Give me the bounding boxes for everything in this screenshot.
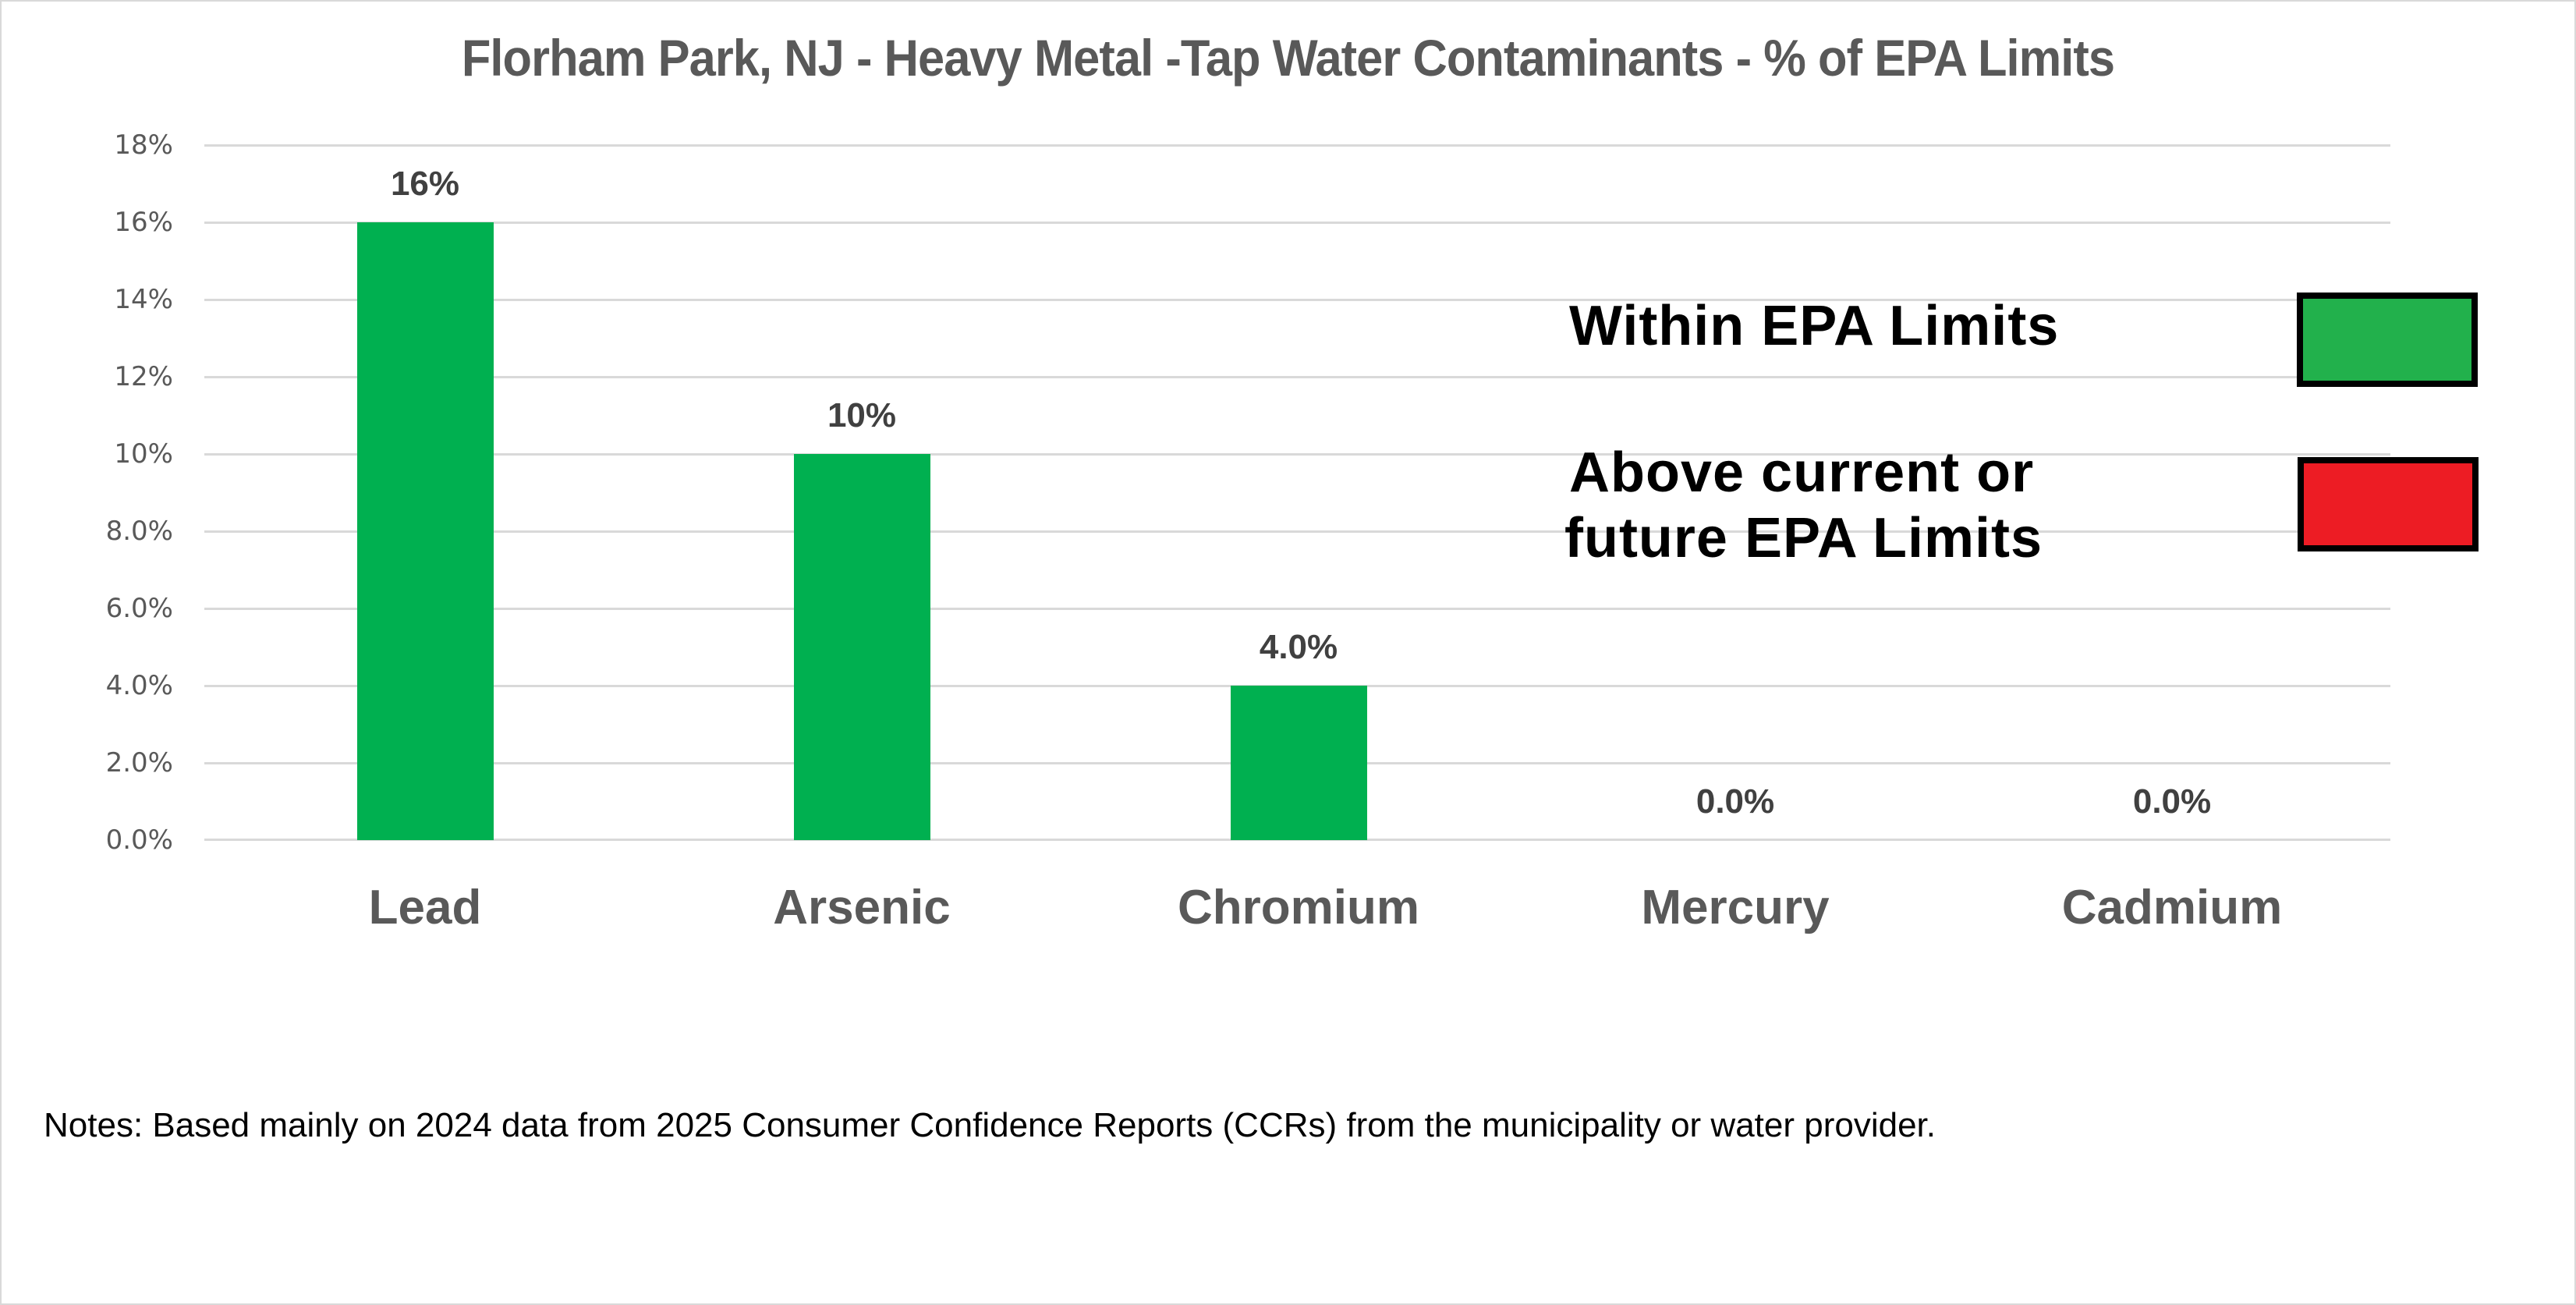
gridline (204, 608, 2390, 610)
x-label-mercury: Mercury (1641, 881, 1830, 934)
plot-area (204, 144, 2390, 841)
y-tick-label: 4.0% (105, 670, 173, 701)
data-label-lead: 16% (390, 165, 460, 203)
y-tick-label: 0.0% (105, 824, 173, 856)
x-label-cadmium: Cadmium (2061, 881, 2283, 934)
legend-label-above-line2: future EPA Limits (1564, 507, 2043, 569)
y-tick-label: 10% (114, 438, 173, 470)
data-label-cadmium: 0.0% (2132, 782, 2212, 821)
legend-label-above-line1: Above current or (1569, 442, 2035, 504)
y-tick-label: 8.0% (105, 516, 173, 547)
y-tick-label: 2.0% (105, 747, 173, 778)
gridline (204, 453, 2390, 456)
y-tick-label: 18% (114, 129, 173, 161)
legend-label-within: Within EPA Limits (1569, 295, 2060, 357)
gridline (204, 376, 2390, 378)
data-label-mercury: 0.0% (1695, 782, 1775, 821)
gridline (204, 222, 2390, 224)
x-label-arsenic: Arsenic (773, 881, 951, 934)
data-label-chromium: 4.0% (1259, 628, 1338, 666)
gridline (204, 530, 2390, 533)
gridline (204, 299, 2390, 301)
y-tick-label: 6.0% (105, 593, 173, 624)
bar-arsenic (794, 454, 930, 840)
y-tick-label: 14% (114, 284, 173, 315)
y-tick-label: 12% (114, 361, 173, 392)
gridline (204, 144, 2390, 147)
legend-swatch-green (2297, 293, 2478, 387)
chart-notes: Notes: Based mainly on 2024 data from 20… (44, 1106, 1936, 1144)
bar-chromium (1231, 686, 1367, 840)
legend-swatch-red (2298, 457, 2479, 551)
chart-title: Florham Park, NJ - Heavy Metal -Tap Wate… (461, 29, 2115, 87)
y-tick-label: 16% (114, 207, 173, 238)
x-label-lead: Lead (368, 881, 482, 934)
data-label-arsenic: 10% (827, 396, 897, 434)
bar-lead (357, 222, 494, 840)
x-label-chromium: Chromium (1178, 881, 1419, 934)
